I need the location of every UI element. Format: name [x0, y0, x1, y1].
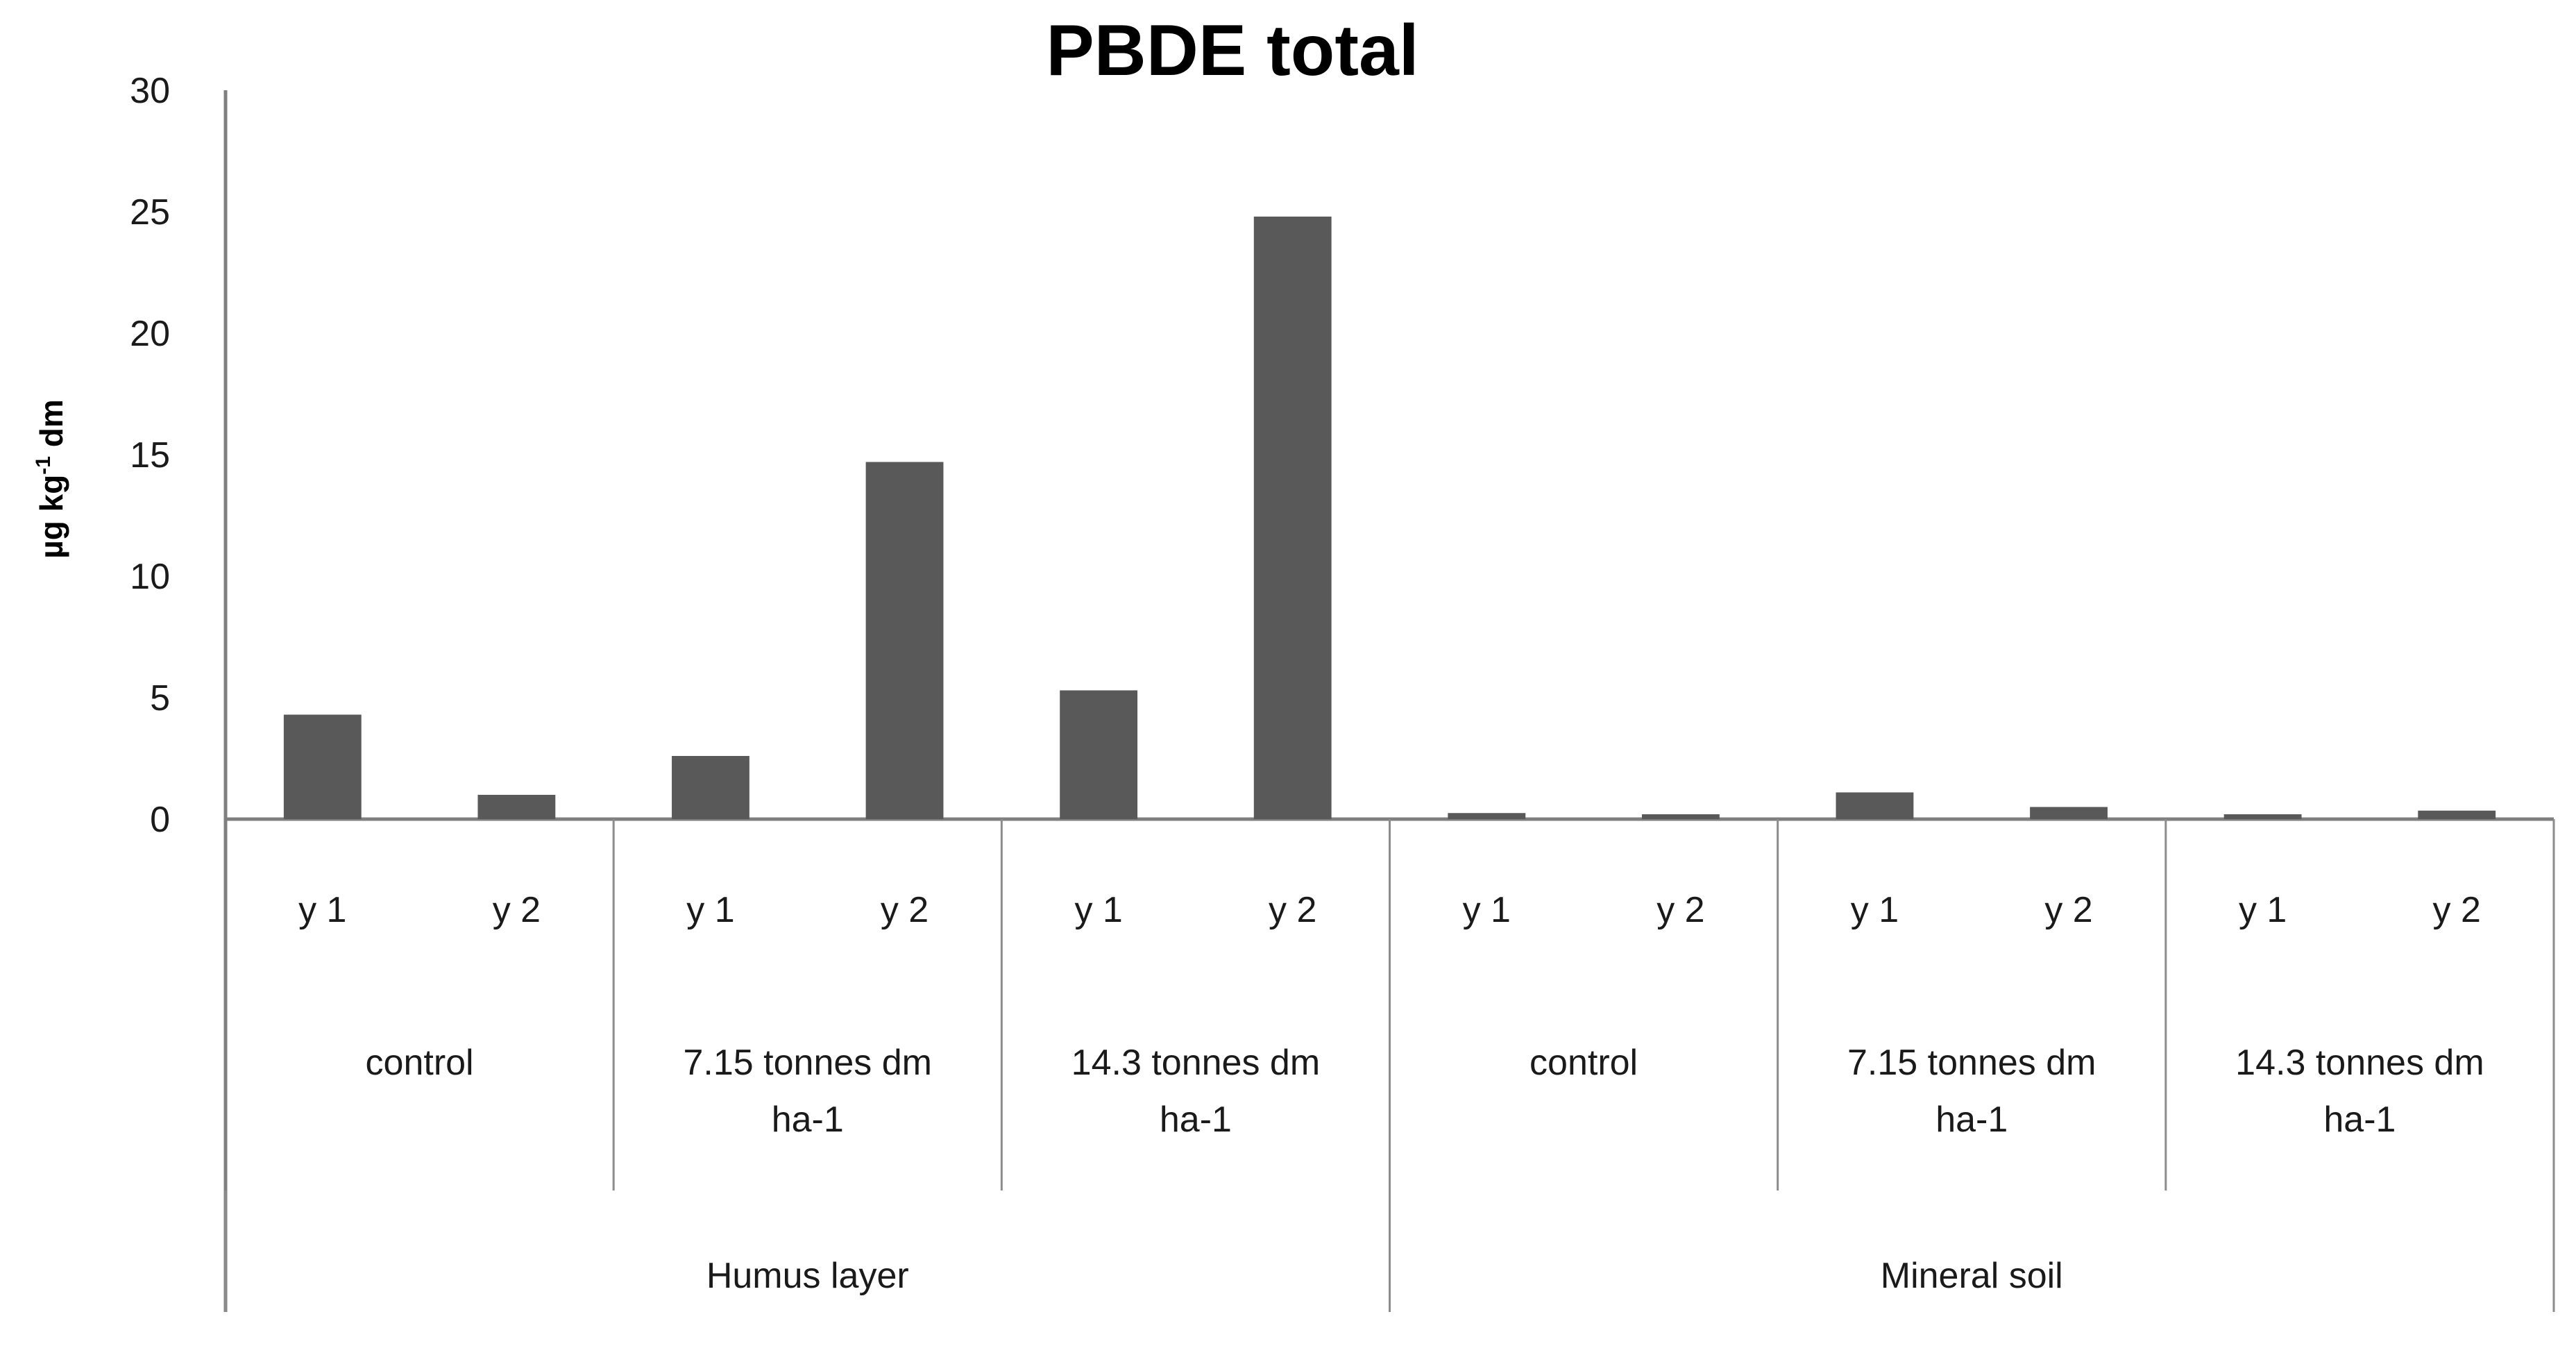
bar [672, 756, 749, 819]
group-label: ha-1 [1160, 1100, 1232, 1140]
y-tick-label: 5 [150, 678, 170, 718]
bar [1060, 690, 1138, 819]
group-label: ha-1 [772, 1100, 844, 1140]
group-label: 7.15 tonnes dm [1847, 1043, 2096, 1083]
supergroup-label: Mineral soil [1881, 1256, 2063, 1296]
plot-area: 0 5 10 15 20 25 30 y 1 y 2 y 1 y 2 y 1 y 2 y 1 y 2 y 1 y… [130, 71, 2555, 1312]
group-label: control [1530, 1043, 1638, 1083]
bar [1641, 814, 1720, 819]
y-axis-label-suffix: dm [33, 399, 69, 456]
group-label: 7.15 tonnes dm [684, 1043, 932, 1083]
group-label: ha-1 [1935, 1100, 2008, 1140]
group-label: 14.3 tonnes dm [2235, 1043, 2484, 1083]
bar [2223, 814, 2302, 819]
bar [283, 714, 362, 819]
y-axis-label: µg kg-1 dm [32, 399, 69, 559]
y-tick-label: 25 [130, 192, 170, 233]
supergroup-label: Humus layer [706, 1256, 909, 1296]
x-tick-label: y 2 [1269, 890, 1316, 930]
bar [1253, 217, 1332, 819]
x-tick-label: y 2 [493, 890, 541, 930]
x-tick-label: y 2 [1656, 890, 1704, 930]
bar [1836, 792, 1914, 819]
x-tick-label: y 1 [686, 890, 734, 930]
y-tick-label: 0 [150, 800, 170, 840]
chart-title: PBDE total [1046, 10, 1418, 91]
x-tick-label: y 1 [298, 890, 346, 930]
bar [1448, 813, 1526, 819]
y-tick-label: 20 [130, 314, 170, 354]
x-tick-label: y 2 [2433, 890, 2481, 930]
y-tick-label: 10 [130, 557, 170, 597]
bar [2418, 810, 2496, 819]
group-label: ha-1 [2323, 1100, 2396, 1140]
bar [2030, 807, 2108, 819]
x-tick-label: y 1 [1463, 890, 1511, 930]
y-tick-label: 15 [130, 435, 170, 476]
y-axis-label-sup: -1 [32, 456, 55, 475]
y-tick-label: 30 [130, 71, 170, 111]
x-tick-label: y 1 [2239, 890, 2287, 930]
x-tick-label: y 1 [1851, 890, 1899, 930]
bar [865, 462, 944, 819]
x-tick-label: y 2 [881, 890, 929, 930]
x-tick-label: y 1 [1074, 890, 1122, 930]
group-label: control [366, 1043, 474, 1083]
x-tick-label: y 2 [2044, 890, 2092, 930]
y-axis-label-main: µg kg [33, 475, 69, 559]
group-label: 14.3 tonnes dm [1071, 1043, 1320, 1083]
bar [477, 795, 556, 819]
